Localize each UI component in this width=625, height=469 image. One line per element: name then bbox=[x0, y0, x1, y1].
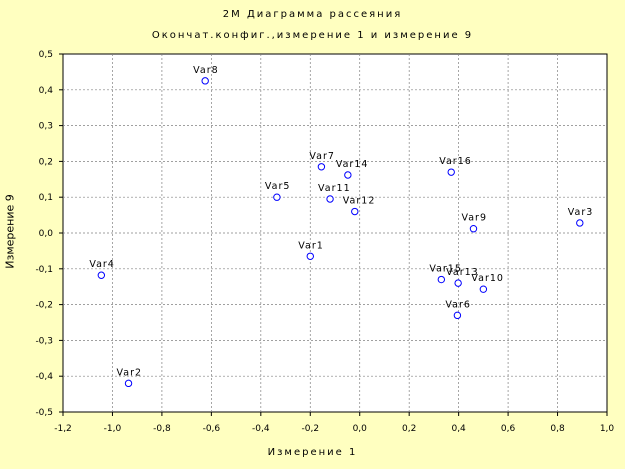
point-label: Var8 bbox=[193, 65, 219, 76]
point-label: Var2 bbox=[117, 367, 143, 378]
data-point bbox=[351, 207, 359, 216]
point-label: Var9 bbox=[461, 213, 487, 224]
point-label: Var6 bbox=[445, 299, 471, 310]
y-tick-label: 0,2 bbox=[39, 157, 53, 167]
y-tick-label: 0,3 bbox=[39, 122, 53, 132]
data-point bbox=[469, 225, 478, 233]
data-point bbox=[479, 285, 488, 293]
data-point bbox=[344, 171, 352, 179]
data-point bbox=[576, 219, 584, 227]
data-point bbox=[97, 271, 106, 279]
x-tick-label: -1,0 bbox=[104, 424, 122, 434]
data-point bbox=[317, 163, 326, 171]
point-label: Var11 bbox=[318, 183, 351, 194]
point-label: Var1 bbox=[298, 240, 324, 251]
point-label: Var16 bbox=[439, 156, 472, 167]
data-point bbox=[453, 311, 462, 320]
x-tick-label: 0,8 bbox=[550, 424, 565, 434]
x-tick-label: -0,4 bbox=[252, 424, 270, 434]
point-label: Var15 bbox=[429, 264, 462, 275]
x-tick-label: -0,2 bbox=[301, 424, 319, 434]
data-point bbox=[454, 279, 462, 287]
x-tick-label: 1,0 bbox=[600, 424, 615, 434]
y-tick-label: -0,2 bbox=[35, 301, 53, 311]
data-point bbox=[447, 168, 455, 176]
y-tick-label: 0,0 bbox=[39, 229, 54, 239]
y-tick-label: 0,1 bbox=[39, 193, 53, 203]
point-label: Var4 bbox=[89, 259, 115, 270]
y-axis-label: Измерение 9 bbox=[3, 194, 17, 269]
x-tick-label: 0,0 bbox=[353, 424, 368, 434]
y-tick-label: -0,3 bbox=[35, 336, 53, 346]
point-label: Var13 bbox=[446, 267, 479, 278]
data-point bbox=[437, 275, 446, 284]
data-point bbox=[306, 252, 314, 260]
y-tick-label: 0,5 bbox=[39, 50, 53, 60]
point-label: Var10 bbox=[471, 273, 504, 284]
point-label: Var5 bbox=[265, 181, 291, 192]
x-tick-label: 0,2 bbox=[402, 424, 416, 434]
x-tick-label: -0,6 bbox=[203, 424, 221, 434]
point-label: Var12 bbox=[343, 196, 376, 207]
y-tick-label: -0,5 bbox=[35, 408, 53, 418]
data-point bbox=[273, 193, 281, 201]
chart-title: 2М Диаграмма рассеяния bbox=[222, 9, 403, 20]
x-tick-label: 0,4 bbox=[451, 424, 466, 434]
x-tick-label: -0,8 bbox=[153, 424, 171, 434]
point-label: Var7 bbox=[309, 151, 335, 162]
point-label: Var14 bbox=[336, 159, 369, 170]
data-point bbox=[326, 195, 334, 203]
x-tick-label: -1,2 bbox=[54, 424, 72, 434]
y-tick-label: 0,4 bbox=[39, 86, 54, 96]
chart-subtitle: Окончат.конфиг.,измерение 1 и измерение … bbox=[151, 30, 474, 41]
data-point bbox=[124, 379, 133, 388]
point-label: Var3 bbox=[568, 207, 594, 218]
x-axis-label: Измерение 1 bbox=[267, 447, 358, 458]
y-tick-label: -0,1 bbox=[35, 265, 53, 275]
y-tick-label: -0,4 bbox=[35, 372, 53, 382]
x-tick-label: 0,6 bbox=[501, 424, 516, 434]
data-point bbox=[201, 77, 209, 85]
